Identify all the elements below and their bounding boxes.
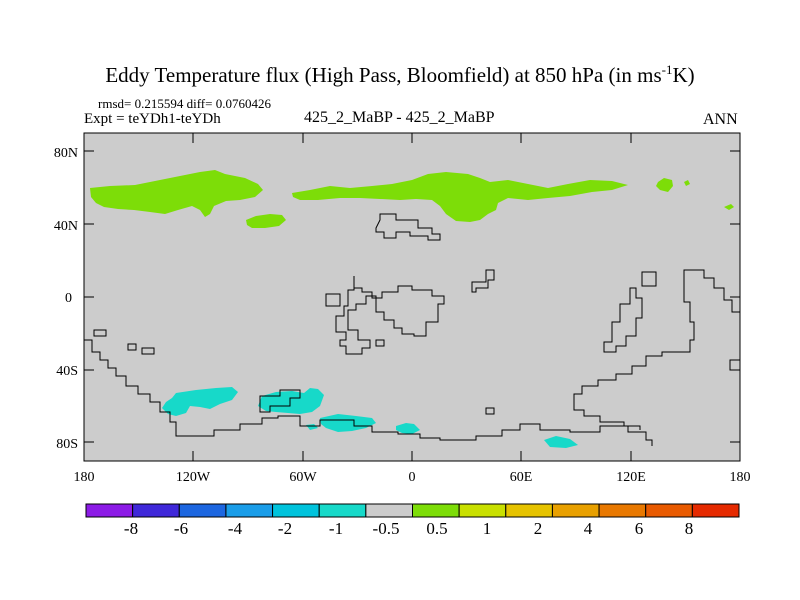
coastline: [375, 339, 385, 347]
positive-region: [656, 178, 673, 192]
x-tick-label: 120W: [176, 470, 211, 485]
x-tick-label: 0: [409, 470, 416, 485]
positive-region: [90, 170, 263, 217]
colorbar-swatch: [505, 503, 553, 518]
colorbar-label: 8: [685, 519, 694, 538]
experiment-line: Expt = teYDh1-teYDh: [84, 111, 221, 127]
y-tick-label: 80N: [54, 146, 78, 161]
x-tick-label: 180: [730, 470, 751, 485]
colorbar-label: -8: [124, 519, 138, 538]
coastline: [335, 276, 445, 355]
x-tick-label: 60W: [289, 470, 317, 485]
colorbar-labels: -8 -6 -4 -2 -1 -0.5 0.5 1 2 4 6 8: [124, 519, 693, 538]
colorbar-label: -2: [278, 519, 292, 538]
negative-anomaly-regions: [162, 387, 578, 448]
colorbar-swatch: [178, 503, 227, 518]
x-tick-label: 120E: [616, 470, 646, 485]
colorbar-label: 4: [584, 519, 593, 538]
colorbar-swatch: [458, 503, 507, 518]
season-label: ANN: [703, 111, 738, 128]
colorbar-swatch: [598, 503, 647, 518]
coastline: [325, 293, 341, 307]
colorbar-swatch: [225, 503, 274, 518]
colorbar-swatch: [365, 503, 414, 518]
coastline: [84, 339, 653, 446]
positive-region: [292, 172, 628, 222]
colorbar-swatch: [645, 503, 693, 518]
y-tick-label: 40N: [54, 219, 78, 234]
negative-region: [258, 388, 324, 414]
y-axis-ticks: [84, 150, 740, 443]
coastline-contours: [84, 213, 740, 446]
cases-line: 425_2_MaBP - 425_2_MaBP: [304, 109, 495, 126]
positive-region: [724, 204, 734, 210]
colorbar-label: 6: [635, 519, 644, 538]
negative-region: [320, 414, 376, 432]
coastline: [485, 407, 495, 415]
colorbar-swatch: [412, 503, 460, 518]
positive-region: [684, 180, 690, 186]
colorbar-label: 2: [534, 519, 543, 538]
x-tick-label: 60E: [510, 470, 533, 485]
figure-title: Eddy Temperature flux (High Pass, Bloomf…: [105, 62, 695, 87]
colorbar-label: -4: [228, 519, 243, 538]
y-tick-label: 0: [65, 291, 72, 306]
negative-region: [544, 436, 578, 448]
y-axis-labels: 80N 40N 0 40S 80S: [54, 146, 78, 452]
colorbar-label: 1: [483, 519, 492, 538]
colorbar-swatch: [318, 503, 367, 518]
coastline: [573, 269, 740, 430]
y-tick-label: 40S: [56, 364, 78, 379]
coastline: [259, 389, 301, 413]
x-tick-label: 180: [74, 470, 95, 485]
x-axis-ticks: [83, 133, 741, 461]
coastline: [471, 269, 495, 293]
negative-region: [396, 423, 420, 434]
colorbar: [85, 503, 740, 518]
positive-region: [246, 214, 286, 228]
colorbar-swatch: [132, 503, 180, 518]
colorbar-label: -6: [174, 519, 188, 538]
colorbar-label: 0.5: [426, 519, 447, 538]
coastline: [641, 271, 657, 287]
coastline: [93, 329, 107, 337]
colorbar-label: -0.5: [373, 519, 400, 538]
coastline: [127, 343, 137, 351]
x-axis-labels: 180 120W 60W 0 60E 120E 180: [74, 470, 751, 485]
negative-region: [162, 387, 238, 416]
stats-line: rmsd= 0.215594 diff= 0.0760426: [98, 96, 271, 111]
colorbar-swatch: [85, 503, 134, 518]
coastline: [375, 213, 441, 241]
colorbar-swatch: [272, 503, 320, 518]
colorbar-swatch: [551, 503, 600, 518]
coastline: [603, 287, 643, 353]
coastline: [141, 347, 155, 355]
positive-anomaly-regions: [90, 170, 734, 228]
colorbar-label: -1: [329, 519, 343, 538]
colorbar-swatch: [691, 503, 740, 518]
y-tick-label: 80S: [56, 437, 78, 452]
